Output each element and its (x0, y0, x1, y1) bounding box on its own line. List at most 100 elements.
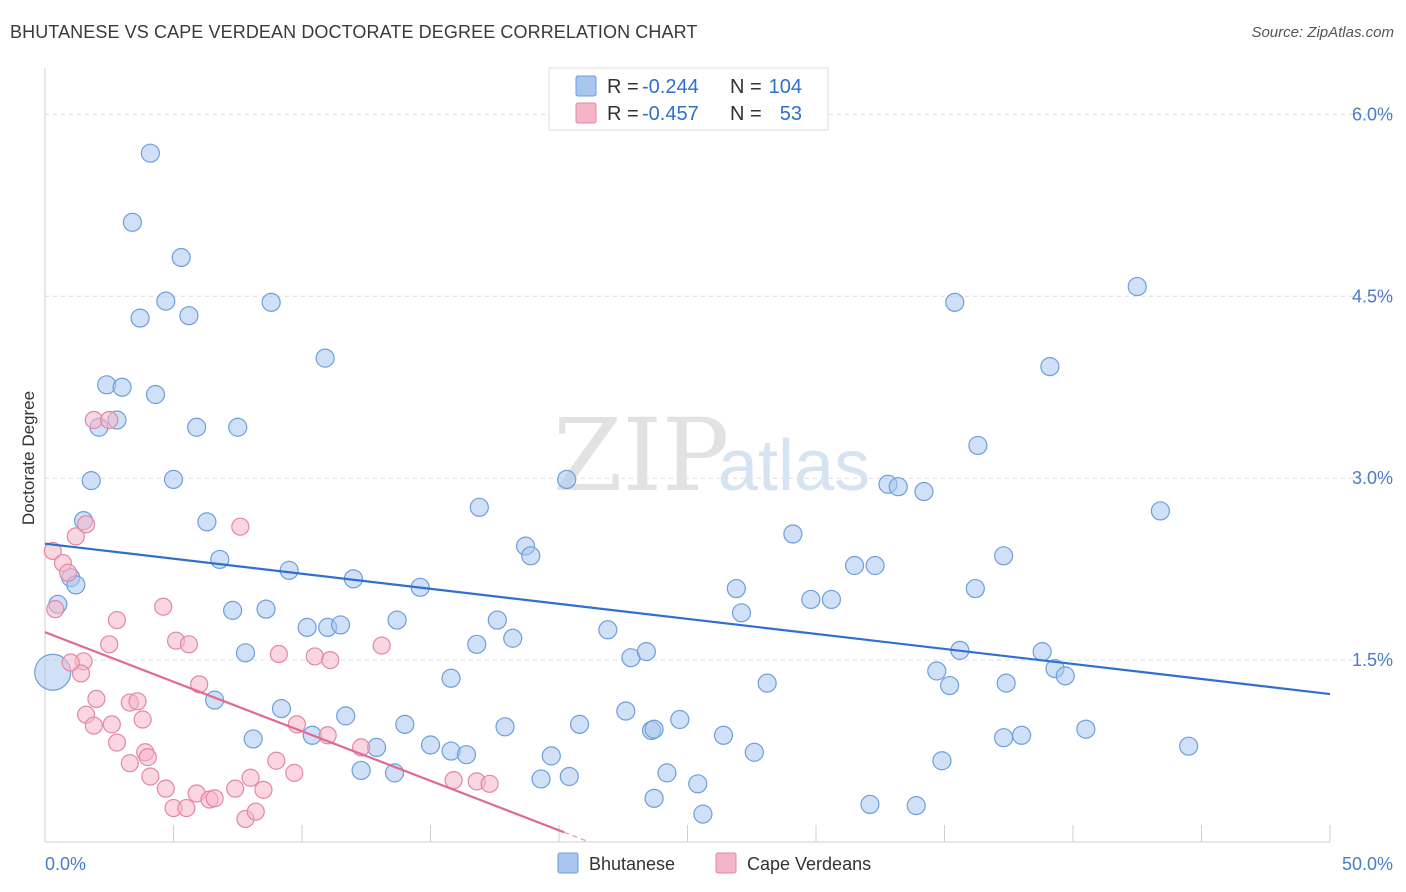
bottom-legend-swatch-cape-verdeans (715, 852, 737, 874)
y-tick-labels: 1.5% 3.0% 4.5% 6.0% (1352, 104, 1393, 670)
data-point (190, 675, 209, 694)
data-point (487, 610, 507, 630)
data-point (996, 673, 1016, 693)
data-point (693, 804, 713, 824)
data-point (1127, 276, 1147, 297)
data-point (731, 603, 752, 623)
data-point (228, 417, 248, 437)
data-point (744, 742, 764, 762)
data-point (420, 735, 441, 755)
y-tick-label: 4.5% (1352, 286, 1393, 306)
watermark-zip: ZIP (553, 397, 729, 514)
y-tick-label: 6.0% (1352, 104, 1393, 124)
y-tick-label: 3.0% (1352, 468, 1393, 488)
data-point (1179, 736, 1199, 756)
y-axis-label: Doctorate Degree (19, 391, 38, 525)
x-tick-label-min: 0.0% (45, 854, 86, 874)
data-point (269, 644, 288, 664)
axes (44, 68, 1331, 843)
data-point (241, 768, 260, 787)
data-point (456, 745, 477, 765)
bottom-legend-swatch-bhutanese (557, 852, 579, 874)
data-point (968, 435, 988, 456)
data-point (61, 653, 80, 672)
data-point (713, 725, 734, 745)
data-point (914, 481, 934, 502)
data-point (644, 719, 664, 739)
data-point (616, 701, 636, 721)
data-point (305, 647, 324, 666)
data-point (965, 578, 985, 599)
data-point (246, 802, 265, 821)
data-point (285, 763, 304, 782)
data-point (187, 417, 207, 437)
data-point (156, 291, 176, 311)
data-point (100, 410, 119, 430)
watermark: ZIP atlas (553, 397, 870, 514)
series-bhutanese (34, 143, 1199, 824)
data-point (444, 771, 463, 790)
data-point (821, 589, 842, 610)
data-point (267, 751, 286, 770)
data-point (140, 143, 160, 163)
data-point (1032, 642, 1052, 662)
data-point (932, 751, 952, 771)
legend-r-label: R = (607, 103, 639, 125)
legend-n-label: N = (730, 103, 762, 125)
data-point (888, 477, 908, 497)
data-point (46, 600, 65, 619)
chart-title: BHUTANESE VS CAPE VERDEAN DOCTORATE DEGR… (10, 22, 698, 42)
series-cape-verdeans (43, 410, 499, 829)
data-point (122, 212, 142, 232)
data-point (1076, 719, 1096, 739)
data-point (66, 527, 85, 546)
legend-box: R = -0.244 N = 104 R = -0.457 N = 53 (548, 67, 829, 131)
data-point (179, 635, 199, 654)
data-point (205, 789, 224, 808)
bottom-legend-label-cape-verdeans: Cape Verdeans (747, 854, 871, 874)
data-point (133, 710, 152, 729)
bottom-legend-label-bhutanese: Bhutanese (589, 854, 675, 874)
data-point (670, 709, 690, 730)
legend-n-value: 104 (769, 76, 802, 98)
data-point (726, 578, 746, 599)
data-point (1040, 357, 1060, 377)
data-point (372, 636, 391, 655)
data-point (688, 774, 708, 794)
data-point (1150, 501, 1170, 521)
data-point (197, 512, 217, 532)
data-point (235, 643, 256, 663)
x-tick-label-max: 50.0% (1342, 854, 1393, 874)
legend-n-label: N = (730, 76, 762, 98)
data-point (557, 469, 577, 490)
trend-line-extension (563, 831, 590, 843)
bottom-legend: Bhutanese Cape Verdeans (557, 852, 871, 874)
data-point (521, 546, 541, 566)
data-point (226, 779, 245, 798)
data-points (34, 143, 1199, 829)
grid-lines (45, 113, 1390, 661)
data-point (569, 714, 590, 734)
data-point (783, 524, 803, 544)
legend-swatch-bhutanese (575, 75, 597, 97)
data-point (179, 306, 199, 326)
trend-lines (44, 542, 1331, 843)
data-point (87, 689, 106, 709)
data-point (644, 788, 664, 808)
data-point (503, 628, 523, 648)
data-point (177, 798, 196, 818)
data-point (559, 766, 579, 787)
data-point (43, 541, 62, 561)
data-point (598, 620, 618, 640)
data-point (844, 555, 865, 576)
data-point (366, 737, 387, 758)
data-point (441, 668, 461, 688)
data-point (1055, 666, 1075, 686)
data-point (156, 779, 175, 798)
trend-line-cape-verdeans (44, 631, 565, 834)
data-point (84, 716, 103, 735)
legend-r-value: -0.457 (642, 103, 699, 125)
data-point (84, 410, 103, 430)
data-point (801, 589, 821, 610)
data-point (171, 247, 191, 268)
